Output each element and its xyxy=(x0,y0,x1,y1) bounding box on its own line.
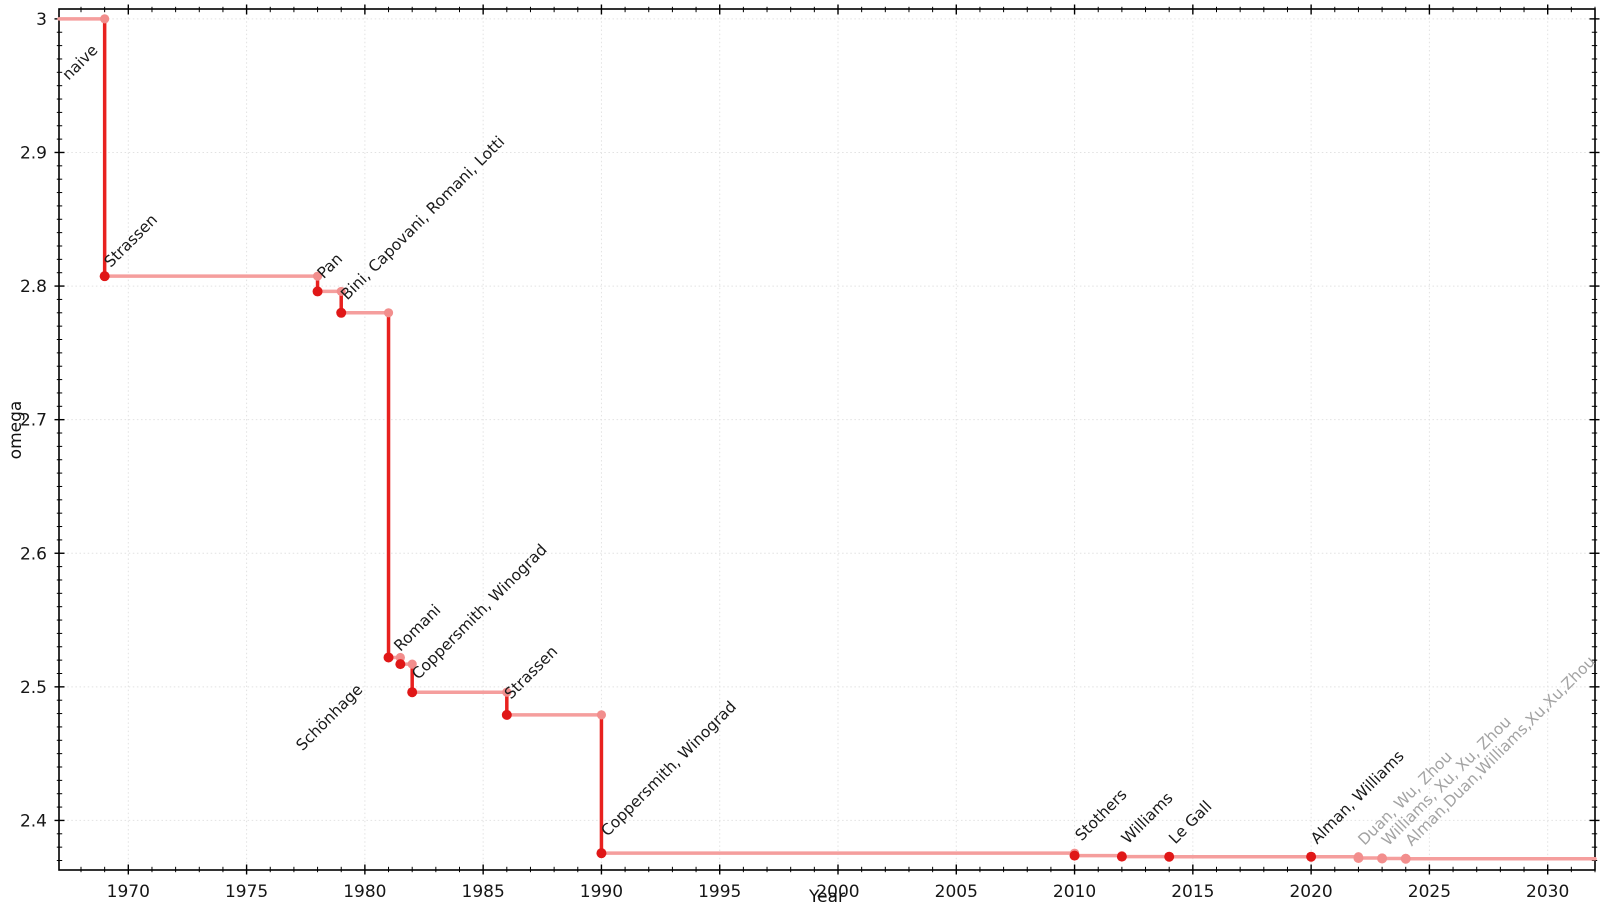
data-point xyxy=(407,687,418,698)
step-horizontal-segments xyxy=(57,17,1597,861)
tick-labels: 1970 1975 1980 1985 1990 1995 2000 2005 2010 2015… xyxy=(20,10,1569,902)
x-tick-label: 1970 xyxy=(107,882,150,902)
x-tick-label: 1975 xyxy=(225,882,268,902)
y-tick-label: 3 xyxy=(36,10,47,30)
x-tick-label: 2020 xyxy=(1289,882,1332,902)
step-drop-segments xyxy=(102,17,1408,861)
x-tick-label: 1980 xyxy=(343,882,386,902)
data-point xyxy=(501,709,512,720)
x-tick-label: 2015 xyxy=(1171,882,1214,902)
x-tick-label: 1990 xyxy=(580,882,623,902)
data-point xyxy=(596,848,607,859)
point-label: Coppersmith, Winograd xyxy=(598,698,740,840)
y-tick-label: 2.6 xyxy=(20,544,47,564)
corner-point xyxy=(100,14,110,24)
data-point xyxy=(395,659,406,670)
corner-point xyxy=(407,659,417,669)
plot-frame xyxy=(58,8,1596,871)
data-point xyxy=(1400,853,1411,864)
y-axis-title: omega xyxy=(6,400,26,460)
corner-point xyxy=(502,687,512,697)
data-point xyxy=(1377,853,1388,864)
gridlines xyxy=(59,9,1595,870)
point-label: Schönhage xyxy=(293,681,367,755)
y-tick-label: 2.8 xyxy=(20,277,47,297)
x-tick-label: 2030 xyxy=(1526,882,1569,902)
point-label: Bini, Capovani, Romani, Lotti xyxy=(337,133,508,304)
data-point xyxy=(1306,851,1317,862)
step-corner-points xyxy=(100,14,1411,864)
data-points xyxy=(99,271,1411,864)
data-point xyxy=(1116,851,1127,862)
y-tick-label: 2.5 xyxy=(20,678,47,698)
data-point xyxy=(312,286,323,297)
data-point xyxy=(99,271,110,282)
x-tick-label: 1995 xyxy=(698,882,741,902)
corner-point xyxy=(312,271,323,281)
point-label: Strassen xyxy=(501,642,561,702)
x-tick-label: 2010 xyxy=(1053,882,1096,902)
data-point xyxy=(1164,851,1175,862)
point-label: Strassen xyxy=(101,211,161,271)
x-tick-label: 2025 xyxy=(1408,882,1451,902)
x-tick-label: 2000 xyxy=(816,882,859,902)
data-point xyxy=(1353,853,1364,864)
corner-point xyxy=(596,710,607,720)
axis-ticks xyxy=(54,4,1600,875)
data-point xyxy=(383,652,394,663)
corner-point xyxy=(336,286,346,297)
data-point xyxy=(336,307,347,318)
data-point xyxy=(1069,850,1080,861)
baseline-label: naive xyxy=(59,41,102,84)
x-tick-label: 1985 xyxy=(462,882,505,902)
y-tick-label: 2.7 xyxy=(20,411,47,431)
corner-point xyxy=(383,308,394,318)
x-tick-label: 2005 xyxy=(935,882,978,902)
y-tick-label: 2.9 xyxy=(20,143,47,163)
y-tick-label: 2.4 xyxy=(20,811,47,831)
point-label: Williams, Xu, Xu, Zhou xyxy=(1378,713,1515,850)
x-axis-title: Year xyxy=(809,887,845,907)
